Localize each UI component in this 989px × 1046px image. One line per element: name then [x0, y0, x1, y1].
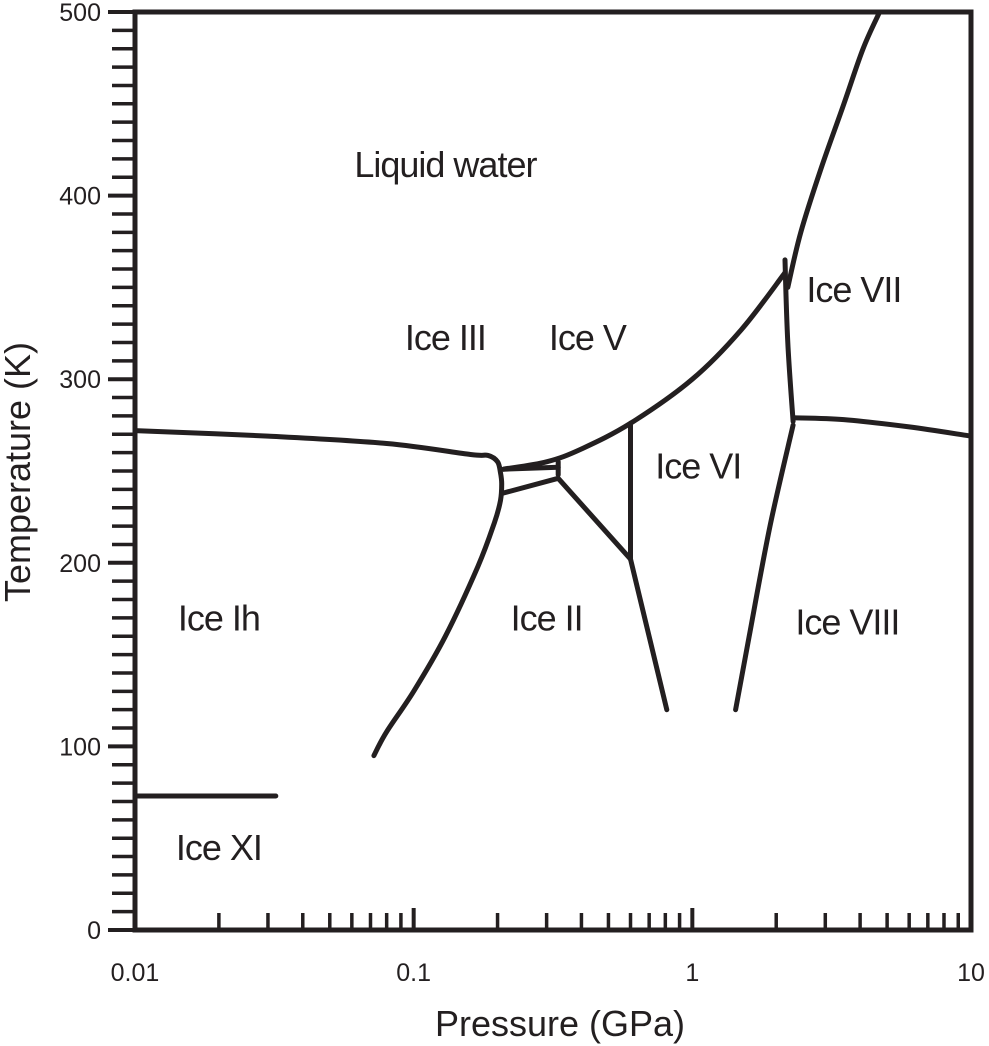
region-label-ice-viii: Ice VIII [795, 601, 899, 642]
boundary-VII-liquid [785, 9, 883, 290]
boundary-Ih-liquid [132, 428, 505, 759]
boundary-III-upper [501, 464, 561, 472]
x-axis-title: Pressure (GPa) [435, 1003, 685, 1044]
x-axis-ticks [217, 908, 960, 930]
y-tick-label: 200 [59, 550, 101, 578]
boundary-VII-VIII [790, 415, 974, 439]
y-tick-label: 500 [59, 0, 101, 27]
region-label-ice-iii: Ice III [405, 317, 486, 358]
x-tick-label: 0.01 [111, 959, 160, 987]
x-tick-label: 0.1 [396, 959, 431, 987]
boundary-liquid-III-V-VI-VII [501, 270, 788, 472]
region-label-liquid-water: Liquid water [354, 144, 537, 185]
region-labels: Liquid water Ice III Ice V Ice VII Ice VI Ice… [176, 144, 903, 868]
boundary-II-VI [628, 556, 670, 713]
boundary-III-II [501, 475, 561, 496]
region-label-ice-ih: Ice Ih [178, 598, 260, 639]
y-tick-label: 300 [59, 366, 101, 394]
region-label-ice-xi: Ice XI [176, 827, 262, 868]
x-tick-label: 10 [957, 959, 985, 987]
x-tick-label: 1 [685, 959, 699, 987]
y-tick-label: 100 [59, 733, 101, 761]
boundary-VIII-VI-II [733, 422, 796, 713]
y-tick-label: 400 [59, 183, 101, 211]
region-label-ice-vi: Ice VI [655, 445, 741, 486]
boundary-VI-VII [782, 257, 796, 424]
region-label-ice-vii: Ice VII [806, 269, 901, 310]
y-axis-title: Temperature (K) [0, 342, 38, 602]
y-tick-label: 0 [87, 917, 101, 945]
phase-boundaries [132, 9, 974, 799]
y-axis-minor-ticks [108, 10, 135, 932]
boundary-II-V [555, 475, 633, 562]
region-label-ice-v: Ice V [549, 317, 627, 358]
region-label-ice-ii: Ice II [511, 598, 583, 639]
plot-frame [132, 9, 974, 933]
